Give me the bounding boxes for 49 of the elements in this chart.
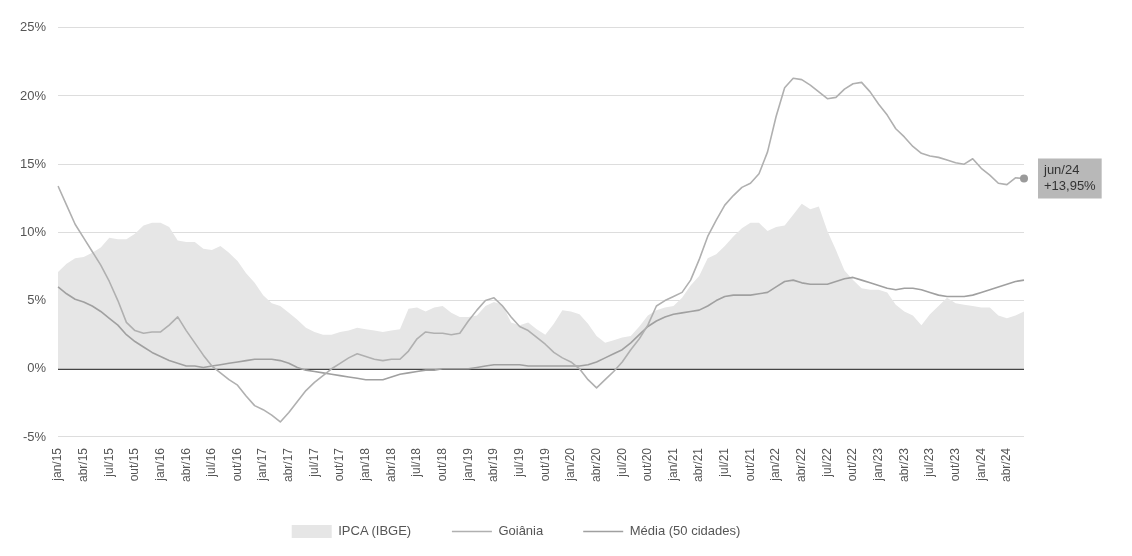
x-tick-label: jan/24 — [973, 447, 988, 482]
x-tick-label: abr/19 — [486, 447, 501, 483]
x-tick-label: jul/17 — [306, 447, 321, 478]
x-tick-label: jan/23 — [870, 447, 885, 482]
x-tick-label: jan/16 — [152, 447, 167, 482]
x-tick-label: jan/21 — [665, 447, 680, 482]
y-tick-label: 25% — [19, 19, 47, 35]
x-tick-label: jan/19 — [460, 447, 475, 482]
x-tick-label: out/17 — [332, 447, 347, 482]
x-tick-label: abr/20 — [588, 447, 603, 483]
x-tick-label: jul/23 — [922, 447, 937, 478]
x-tick-label: jul/19 — [511, 447, 526, 478]
x-tick-label: jul/18 — [409, 447, 424, 478]
x-tick-label: out/20 — [640, 447, 655, 482]
x-tick-label: abr/15 — [75, 447, 90, 483]
x-tick-label: jan/20 — [563, 447, 578, 482]
x-tick-label: jul/22 — [819, 447, 834, 478]
x-tick-label: jul/21 — [717, 447, 732, 478]
legend-label: IPCA (IBGE) — [338, 523, 412, 539]
x-tick-label: abr/18 — [383, 447, 398, 483]
legend-label: Média (50 cidades) — [629, 523, 741, 539]
x-tick-label: out/21 — [742, 447, 757, 482]
x-tick-label: out/22 — [845, 447, 860, 482]
x-tick-label: jan/22 — [768, 447, 783, 482]
text: jun/24 +13,95% — [1043, 161, 1097, 193]
y-tick-label: 10% — [19, 223, 47, 239]
x-tick-label: abr/24 — [999, 447, 1014, 483]
y-tick-label: 15% — [19, 155, 47, 171]
x-tick-label: out/18 — [435, 447, 450, 482]
x-tick-label: abr/22 — [794, 447, 809, 483]
legend-label: Goiânia — [498, 523, 544, 539]
x-tick-label: out/15 — [127, 447, 142, 482]
x-tick-label: jan/18 — [358, 447, 373, 482]
x-tick-label: jan/17 — [255, 447, 270, 482]
y-tick-label: 5% — [27, 292, 47, 308]
x-tick-label: abr/21 — [691, 447, 706, 483]
y-tick-label: -5% — [22, 428, 47, 444]
x-tick-label: out/23 — [947, 447, 962, 482]
x-tick-label: jul/15 — [101, 447, 116, 478]
y-tick-label: 0% — [27, 360, 47, 376]
x-tick-label: abr/23 — [896, 447, 911, 483]
x-tick-label: jan/15 — [50, 447, 65, 482]
x-tick-label: abr/17 — [281, 447, 296, 483]
x-tick-label: abr/16 — [178, 447, 193, 483]
x-tick-label: jul/20 — [614, 447, 629, 478]
y-tick-label: 20% — [19, 87, 47, 103]
x-tick-label: jul/16 — [204, 447, 219, 478]
x-tick-label: out/16 — [229, 447, 244, 482]
x-tick-label: out/19 — [537, 447, 552, 482]
